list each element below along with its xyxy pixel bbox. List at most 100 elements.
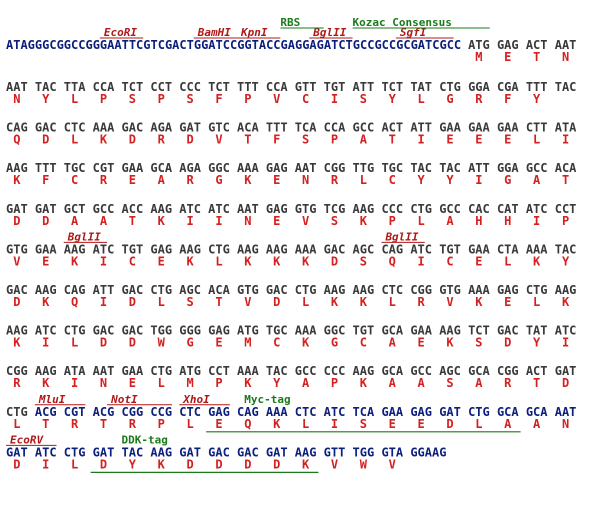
codon: CAG [64,283,86,297]
amino-acid: S [360,92,367,106]
codon: CCA [266,80,288,94]
amino-acid: E [504,295,511,309]
codon: AAG [324,283,346,297]
amino-acid: A [533,173,541,187]
amino-acid: D [129,336,136,350]
amino-acid: D [13,214,20,228]
amino-acid: T [562,173,569,187]
amino-acid: T [244,133,251,147]
codon: GCC [353,121,375,135]
codon: CTG [439,80,461,94]
codon: TAC [410,161,432,175]
amino-acid: L [302,295,309,309]
codon: AAG [353,202,375,216]
amino-acid: V [446,295,453,309]
amino-acid: P [331,376,338,390]
codon: CTG [64,445,86,459]
codon: GAT [179,445,201,459]
codon: TAC [439,161,461,175]
amino-acid: N [302,173,309,187]
amino-acid: D [187,457,194,471]
codon: ATT [93,283,115,297]
amino-acid: D [42,133,49,147]
codon: AAA [266,405,288,419]
amino-acid: G [504,173,511,187]
codon: TCT [122,80,144,94]
codon: AAG [179,242,201,256]
amino-acid: F [42,173,49,187]
amino-acid: I [42,457,49,471]
amino-acid: D [129,295,136,309]
codon: ATG [179,364,201,378]
amino-acid: A [71,214,79,228]
amino-acid: L [187,417,194,431]
codon: ATA [555,121,577,135]
codon: AAG [439,324,461,338]
amino-acid: P [158,92,165,106]
codon: TTT [526,80,548,94]
amino-acid: L [504,254,511,268]
amino-acid: D [129,133,136,147]
codon: AGC [439,364,461,378]
amino-acid: K [158,457,166,471]
amino-acid: K [302,336,310,350]
amino-acid: I [475,173,482,187]
amino-acid: S [475,336,482,350]
codon: AAT [237,202,259,216]
codon: GTG [6,242,28,256]
restriction-site: BglII [67,230,101,243]
codon: CTG [6,405,28,419]
codon: ACG [35,405,57,419]
codon: AGC [353,242,375,256]
codon: CTT [526,121,548,135]
codon: GCC [295,364,317,378]
amino-acid: Y [533,92,541,106]
codon: GAA [468,242,490,256]
amino-acid: Q [389,254,396,268]
amino-acid: Q [71,295,78,309]
amino-acid: N [562,50,569,64]
amino-acid: I [562,336,569,350]
codon: GAG [410,405,432,419]
amino-acid: T [533,50,540,64]
codon: GAT [93,445,115,459]
amino-acid: E [273,173,280,187]
codon: GTT [295,80,317,94]
restriction-site: BamHI [197,26,231,39]
amino-acid: N [562,417,569,431]
codon: AAG [295,445,317,459]
amino-acid: D [215,457,222,471]
codon: ATC [526,202,548,216]
codon: GAA [439,121,461,135]
codon: GAC [93,324,115,338]
amino-acid: P [215,376,222,390]
codon: ACC [122,202,144,216]
amino-acid: V [244,295,251,309]
amino-acid: E [475,133,482,147]
amino-acid: R [13,376,21,390]
codon: AAG [35,283,57,297]
codon: CGG [6,364,28,378]
amino-acid: A [475,376,483,390]
restriction-site: BglII [384,230,418,243]
amino-acid: V [13,254,20,268]
amino-acid: D [273,457,280,471]
codon: ATC [35,324,57,338]
codon: TCA [353,405,375,419]
codon: TAC [555,80,577,94]
codon: GAC [497,324,519,338]
codon: GAG [208,324,230,338]
codon: AAG [353,283,375,297]
codon: GGG [179,324,201,338]
amino-acid: F [215,92,222,106]
amino-acid: K [273,417,281,431]
amino-acid: W [360,457,368,471]
codon: AGC [179,283,201,297]
codon: AAA [526,242,548,256]
codon: GTT [324,445,346,459]
amino-acid: T [42,417,49,431]
codon: CCA [324,121,346,135]
codon: TTT [266,121,288,135]
codon: CCT [150,80,172,94]
